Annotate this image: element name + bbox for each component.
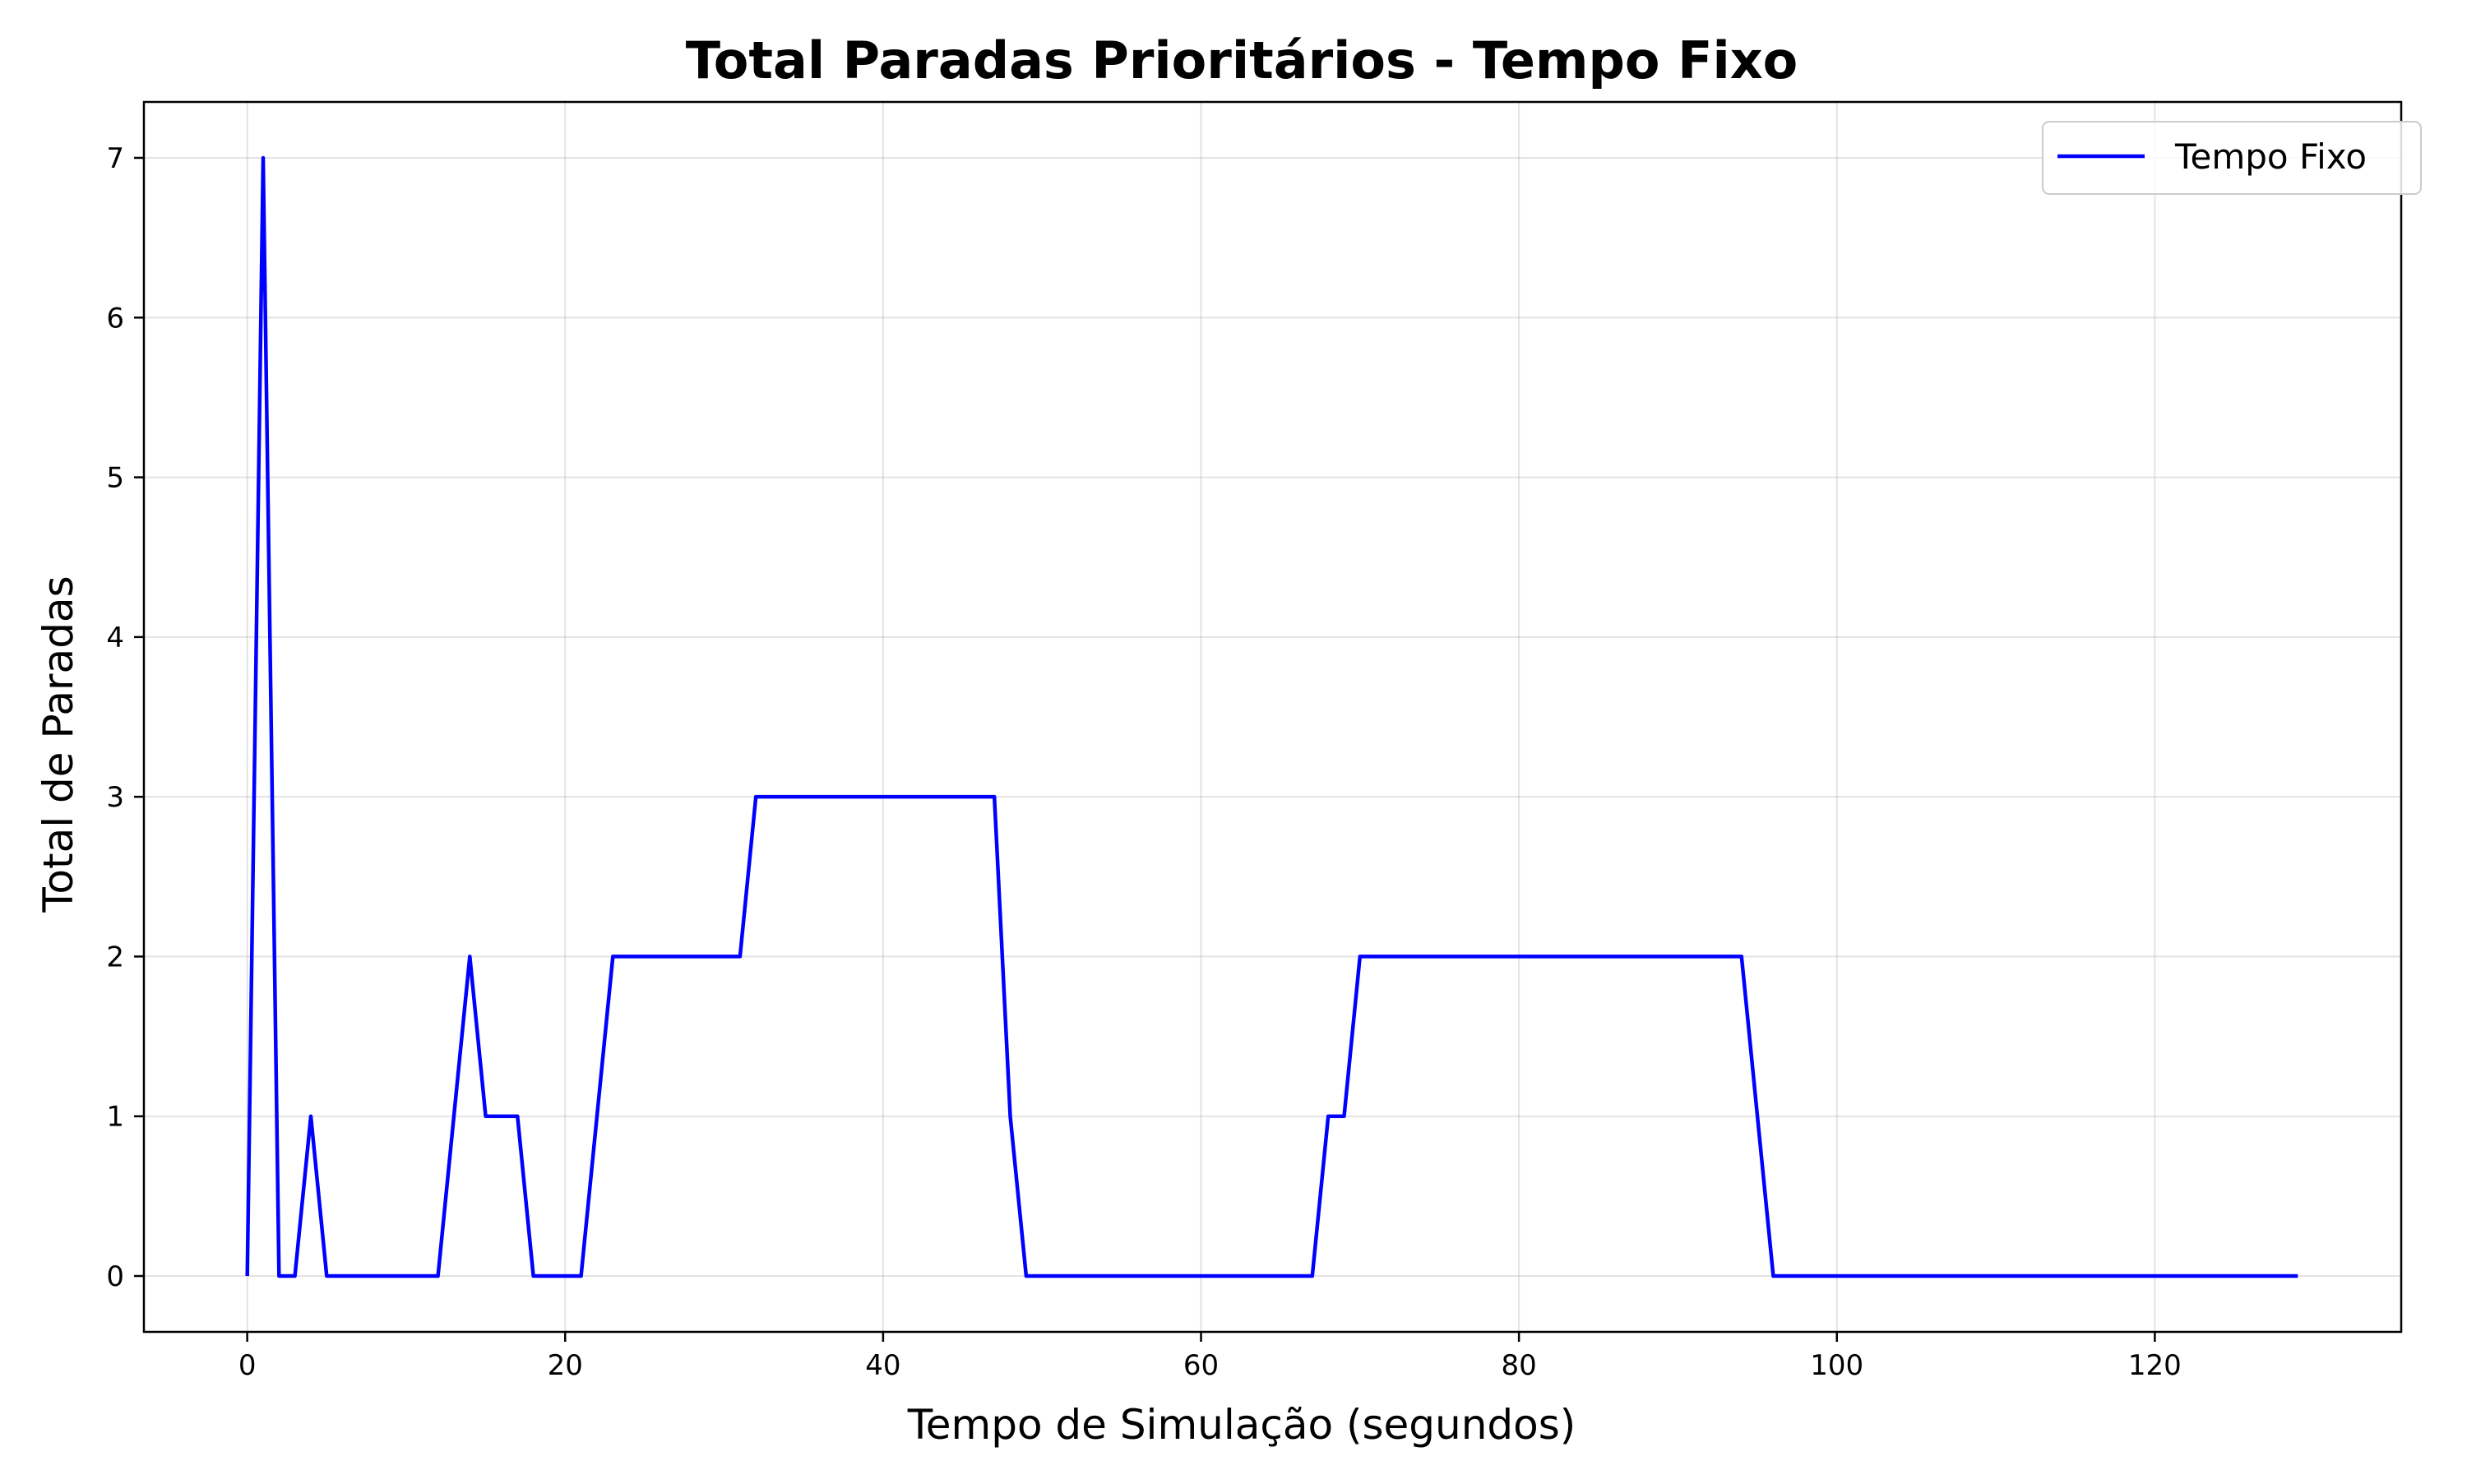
- y-tick-label: 3: [106, 781, 124, 814]
- x-tick-label: 80: [1501, 1349, 1536, 1382]
- y-tick-label: 2: [106, 941, 124, 973]
- y-tick-label: 1: [106, 1101, 124, 1134]
- legend: Tempo Fixo: [2042, 121, 2422, 195]
- y-axis-label: Total de Paradas: [35, 576, 82, 913]
- y-tick-label: 5: [106, 462, 124, 495]
- legend-box: [2042, 121, 2422, 195]
- chart-title: Total Paradas Prioritários - Tempo Fixo: [686, 30, 1798, 90]
- axis-ticks: 0 20 40 60 80 100 120 0 1 2 3 4 5 6 7: [106, 142, 2181, 1382]
- series-line: [245, 155, 2298, 1278]
- x-tick-label: 120: [2128, 1349, 2182, 1382]
- y-tick-label: 6: [106, 302, 124, 335]
- x-tick-label: 100: [1810, 1349, 1863, 1382]
- y-tick-label: 7: [106, 142, 124, 175]
- x-tick-label: 60: [1183, 1349, 1219, 1382]
- x-tick-label: 40: [865, 1349, 900, 1382]
- plot-area-frame: [142, 100, 2403, 1334]
- x-tick-label: 0: [238, 1349, 257, 1382]
- series-layer: [245, 155, 2298, 1278]
- legend-label: Tempo Fixo: [2174, 136, 2367, 177]
- y-tick-label: 4: [106, 622, 124, 654]
- y-tick-label: 0: [106, 1260, 124, 1293]
- x-tick-label: 20: [548, 1349, 583, 1382]
- grid-lines: [144, 102, 2401, 1332]
- x-axis-label: Tempo de Simulação (segundos): [907, 1401, 1576, 1449]
